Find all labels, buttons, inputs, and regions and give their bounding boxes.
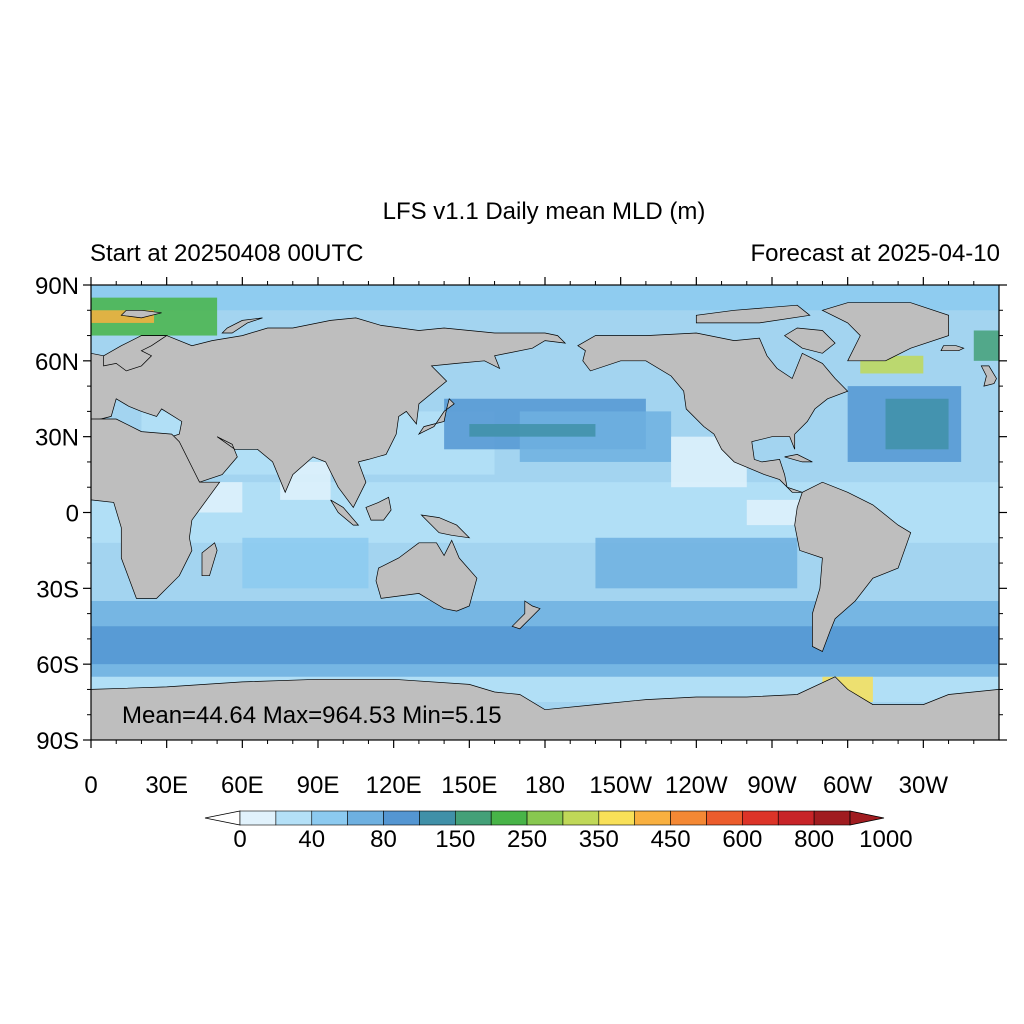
lon-tick-label: 180 bbox=[525, 772, 565, 799]
colorbar-swatch bbox=[813, 810, 851, 826]
colorbar-label: 150 bbox=[435, 826, 475, 853]
lat-tick-label: 0 bbox=[66, 501, 79, 528]
lon-tick-label: 0 bbox=[84, 772, 97, 799]
colorbar-swatch bbox=[526, 810, 564, 826]
colorbar-label: 250 bbox=[507, 826, 547, 853]
scandinavia-land bbox=[103, 335, 168, 372]
colorbar-swatch bbox=[490, 810, 528, 826]
uk-land bbox=[980, 365, 997, 387]
mld-field-patch bbox=[242, 537, 369, 589]
antarctica-land bbox=[91, 676, 999, 740]
north-america-land bbox=[577, 332, 849, 493]
mld-field-patch bbox=[469, 424, 596, 437]
statistics-label: Mean=44.64 Max=964.53 Min=5.15 bbox=[122, 702, 502, 729]
svalbard-land bbox=[120, 309, 162, 319]
novaya-zemlya-land bbox=[221, 317, 263, 334]
cuba-land bbox=[784, 454, 813, 463]
lon-tick-label: 60E bbox=[221, 772, 264, 799]
australia-land bbox=[375, 539, 478, 612]
colorbar-swatch bbox=[742, 810, 779, 826]
colorbar-swatch bbox=[634, 810, 671, 826]
lat-tick-label: 60S bbox=[36, 652, 79, 679]
colorbar-swatch bbox=[383, 810, 420, 826]
start-time-label: Start at 20250408 00UTC bbox=[90, 240, 364, 267]
colorbar-swatch bbox=[562, 810, 600, 826]
colorbar-label: 0 bbox=[233, 826, 246, 853]
colorbar-under-arrow bbox=[204, 810, 241, 826]
lon-tick-label: 120W bbox=[665, 772, 728, 799]
mld-field-patch bbox=[519, 411, 672, 462]
lon-tick-label: 30E bbox=[145, 772, 188, 799]
colorbar-label: 1000 bbox=[859, 826, 912, 853]
lat-tick-label: 90S bbox=[36, 728, 79, 755]
lat-tick-label: 30S bbox=[36, 576, 79, 603]
lon-tick-label: 120E bbox=[366, 772, 422, 799]
mld-field-patch bbox=[595, 537, 798, 589]
lon-tick-label: 150W bbox=[589, 772, 652, 799]
madagascar-land bbox=[201, 542, 218, 577]
lon-tick-label: 30W bbox=[899, 772, 949, 799]
baffin-land bbox=[783, 327, 836, 354]
colorbar-swatch bbox=[419, 810, 456, 826]
lat-tick-label: 30N bbox=[35, 425, 79, 452]
lon-tick-label: 90W bbox=[747, 772, 797, 799]
colorbar-label: 800 bbox=[794, 826, 834, 853]
lon-tick-label: 60W bbox=[823, 772, 873, 799]
mld-field-patch bbox=[91, 626, 999, 665]
colorbar-swatch bbox=[777, 810, 815, 826]
iceland-land bbox=[940, 345, 965, 352]
lon-tick-label: 150E bbox=[441, 772, 497, 799]
south-america-land bbox=[794, 481, 912, 652]
colorbar-over-arrow bbox=[849, 810, 885, 826]
colorbar-swatch bbox=[311, 810, 348, 826]
map-title: LFS v1.1 Daily mean MLD (m) bbox=[382, 198, 706, 225]
colorbar-swatch bbox=[598, 810, 636, 826]
japan-land bbox=[417, 398, 455, 436]
colorbar-label: 80 bbox=[370, 826, 397, 853]
greenland-land bbox=[821, 302, 949, 362]
colorbar-swatch bbox=[347, 810, 384, 826]
colorbar-label: 40 bbox=[298, 826, 325, 853]
colorbar-swatch bbox=[275, 810, 313, 826]
colorbar-label: 450 bbox=[651, 826, 691, 853]
mld-field-patch bbox=[973, 330, 999, 361]
colorbar-swatch bbox=[706, 810, 743, 826]
new-zealand-land bbox=[511, 600, 541, 630]
map-layers bbox=[91, 285, 999, 740]
lat-tick-label: 90N bbox=[35, 273, 79, 300]
colorbar-label: 350 bbox=[579, 826, 619, 853]
new-guinea-land bbox=[420, 514, 471, 539]
forecast-time-label: Forecast at 2025-04-10 bbox=[750, 240, 1000, 267]
lon-tick-label: 90E bbox=[297, 772, 340, 799]
borneo-land bbox=[365, 496, 392, 521]
colorbar-swatch bbox=[670, 810, 707, 826]
eurasia-land bbox=[91, 317, 567, 509]
colorbar-swatch bbox=[454, 810, 492, 826]
lat-tick-label: 60N bbox=[35, 349, 79, 376]
mld-field-patch bbox=[885, 398, 949, 450]
arctic-islands-land bbox=[695, 304, 811, 324]
sumatra-land bbox=[330, 499, 360, 526]
africa-land bbox=[91, 418, 221, 599]
colorbar-label: 600 bbox=[722, 826, 762, 853]
colorbar-swatch bbox=[239, 810, 277, 826]
